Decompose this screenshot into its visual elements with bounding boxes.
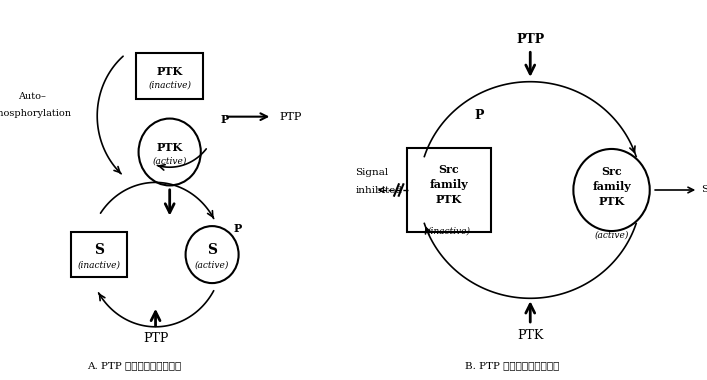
FancyBboxPatch shape (71, 232, 127, 277)
Text: (active): (active) (195, 261, 229, 270)
FancyBboxPatch shape (407, 148, 491, 232)
Text: PTK: PTK (517, 329, 544, 342)
Text: A. PTP 对信号的负调控作用: A. PTP 对信号的负调控作用 (87, 361, 182, 370)
Text: P: P (233, 223, 242, 233)
Text: Signal: Signal (701, 185, 707, 195)
FancyBboxPatch shape (136, 53, 204, 99)
Text: family: family (592, 181, 631, 192)
Text: P: P (474, 109, 484, 122)
Text: S: S (207, 243, 217, 257)
Text: Src: Src (601, 166, 622, 177)
Text: Auto–: Auto– (18, 92, 46, 101)
Text: phosphorylation: phosphorylation (0, 109, 72, 119)
Text: PTK: PTK (157, 142, 182, 153)
Text: PTK: PTK (157, 66, 182, 77)
Text: B. PTP 对信号的正调控作用: B. PTP 对信号的正调控作用 (465, 361, 560, 370)
Text: PTP: PTP (516, 33, 544, 46)
Text: family: family (430, 179, 468, 190)
Text: PTK: PTK (436, 194, 462, 205)
Text: (inactive): (inactive) (78, 261, 120, 270)
Text: (inactive): (inactive) (148, 81, 191, 90)
Text: PTK: PTK (599, 196, 624, 207)
Text: Signal: Signal (355, 168, 389, 177)
Text: (active): (active) (595, 230, 629, 239)
Text: PTP: PTP (279, 112, 302, 122)
Text: Src: Src (438, 164, 460, 174)
Text: inhibited: inhibited (355, 186, 402, 195)
Text: S: S (94, 243, 104, 257)
Text: P: P (221, 114, 228, 125)
Text: (inactive): (inactive) (428, 226, 470, 236)
Text: (active): (active) (153, 157, 187, 166)
Text: PTP: PTP (143, 332, 168, 345)
